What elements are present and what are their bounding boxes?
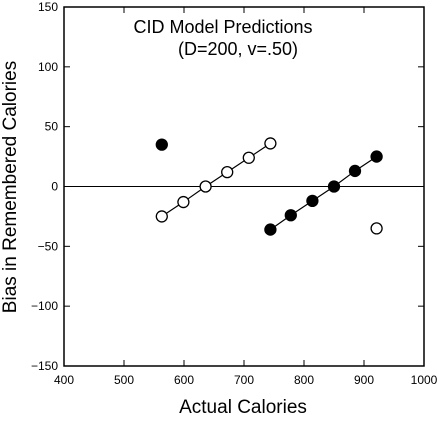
chart-title: CID Model Predictions	[133, 17, 312, 37]
open-data-point	[370, 222, 383, 235]
series-1-line-1	[161, 142, 271, 217]
y-tick-label: −50	[38, 239, 59, 253]
y-tick-label: 150	[38, 0, 58, 14]
series-points-layer	[155, 137, 383, 236]
open-data-point	[199, 180, 212, 193]
x-tick-label: 400	[54, 373, 74, 387]
text-layer: CID Model Predictions (D=200, v=.50) Act…	[0, 17, 313, 418]
open-data-point	[155, 210, 168, 223]
x-tick-label: 900	[354, 373, 374, 387]
filled-data-point	[370, 150, 383, 163]
x-tick-label: 1000	[411, 373, 438, 387]
open-data-point	[177, 195, 190, 209]
open-data-point	[221, 165, 234, 179]
filled-data-point	[155, 138, 168, 151]
filled-data-point	[348, 164, 362, 178]
x-axis-title: Actual Calories	[179, 397, 307, 416]
filled-data-point	[264, 223, 277, 236]
chart-subtitle: (D=200, v=.50)	[178, 39, 298, 59]
filled-data-point	[306, 194, 319, 208]
filled-data-point	[284, 209, 297, 222]
y-tick-label: −100	[31, 299, 58, 313]
x-tick-label: 800	[294, 373, 314, 387]
axes-layer: 400 500 600 700 800 900 1000 −150 −100 −50 0 50 100 1…	[31, 0, 438, 387]
filled-data-point	[327, 180, 341, 193]
open-data-point	[264, 137, 277, 150]
x-tick-label: 500	[114, 373, 134, 387]
y-tick-label: −150	[31, 359, 58, 373]
open-data-point	[242, 151, 255, 164]
x-tick-label: 700	[234, 373, 254, 387]
y-tick-label: 50	[45, 120, 59, 134]
y-tick-label: 0	[51, 180, 58, 194]
y-tick-label: 100	[38, 60, 58, 74]
x-tick-label: 600	[174, 373, 194, 387]
y-axis-title: Bias in Remembered Calories	[0, 61, 21, 313]
